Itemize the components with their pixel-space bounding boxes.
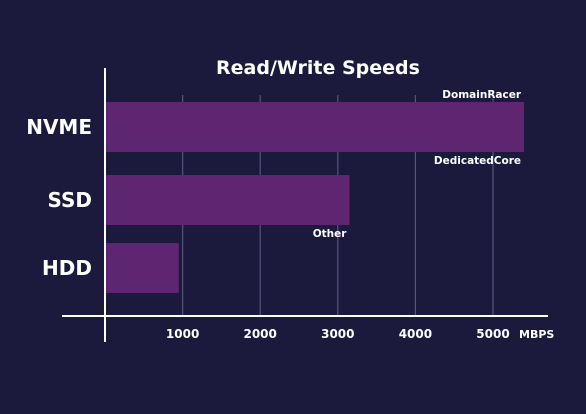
x-tick-label-2000: 2000: [243, 327, 276, 341]
x-tick-label-1000: 1000: [166, 327, 199, 341]
annotation-dedicatedcore: DedicatedCore: [434, 155, 521, 167]
category-label-hdd: HDD: [42, 256, 92, 280]
annotation-other: Other: [313, 228, 348, 240]
bar-hdd: [105, 243, 179, 293]
x-tick-labels: 1000 2000 3000 4000 5000: [166, 327, 510, 341]
bars: [105, 102, 525, 293]
chart-title: Read/Write Speeds: [216, 57, 420, 79]
category-label-ssd: SSD: [47, 188, 92, 212]
x-tick-label-5000: 5000: [476, 327, 509, 341]
x-tick-label-4000: 4000: [399, 327, 432, 341]
category-label-nvme: NVME: [26, 115, 92, 139]
bar-annotations: DomainRacer DedicatedCore Other: [313, 89, 522, 240]
x-unit-label: MBPS: [519, 328, 554, 341]
x-tick-label-3000: 3000: [321, 327, 354, 341]
axes: [62, 68, 548, 342]
bar-ssd: [105, 175, 350, 225]
bar-nvme: [105, 102, 525, 152]
annotation-domainracer: DomainRacer: [442, 89, 522, 101]
category-labels: NVME SSD HDD: [26, 115, 92, 280]
